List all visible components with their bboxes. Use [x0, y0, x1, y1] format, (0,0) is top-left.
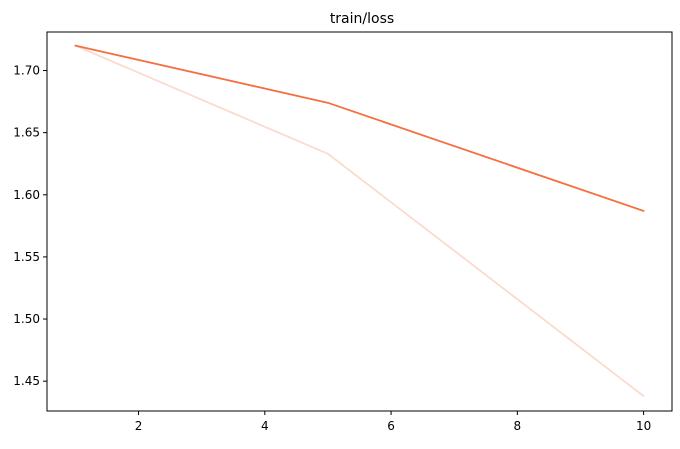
x-tick-label: 4: [261, 419, 269, 433]
y-tick-label: 1.60: [13, 188, 40, 202]
series-line-2: [74, 44, 645, 212]
chart-title: train/loss: [330, 11, 394, 27]
plot-frame: [46, 31, 673, 412]
x-tick-label: 6: [387, 419, 395, 433]
y-tick-label: 1.45: [13, 374, 40, 388]
y-tick-label: 1.70: [13, 64, 40, 78]
x-tick-label: 10: [636, 419, 651, 433]
y-tick-label: 1.50: [13, 312, 40, 326]
series-line-1: [74, 44, 645, 397]
y-tick-label: 1.55: [13, 250, 40, 264]
plot-area: 2 4 6 8 10 1.45 1.50 1.55 1.60 1.65 1.70: [13, 31, 673, 433]
y-tick-label: 1.65: [13, 126, 40, 140]
x-tick-label: 2: [135, 419, 143, 433]
x-tick-label: 8: [514, 419, 522, 433]
